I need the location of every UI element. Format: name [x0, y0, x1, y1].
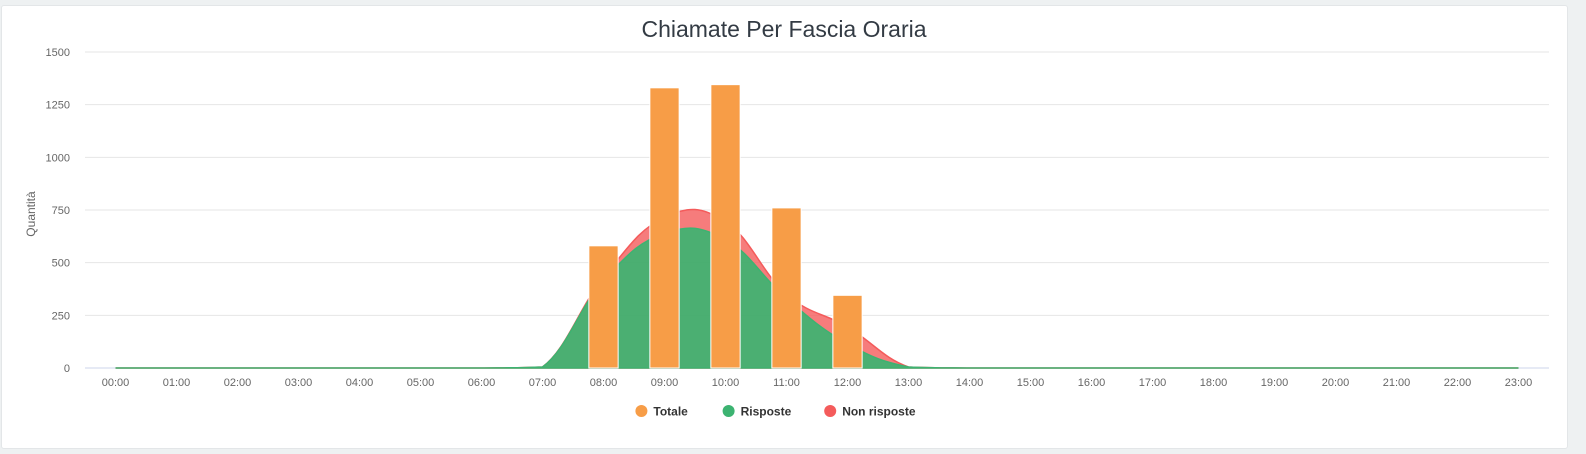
x-tick-label: 01:00	[163, 377, 191, 389]
y-tick-label: 0	[64, 363, 70, 375]
y-tick-label: 250	[52, 310, 70, 322]
y-tick-label: 750	[52, 205, 70, 217]
chart-svg: Chiamate Per Fascia Oraria 0 250 500 750 100…	[24, 16, 1549, 419]
y-tick-label: 1000	[46, 152, 70, 164]
bar-totale[interactable]	[710, 84, 741, 369]
bar-totale[interactable]	[771, 207, 802, 369]
y-axis-title: Quantità	[24, 191, 38, 237]
legend-label: Totale	[653, 405, 688, 419]
legend-item-risposte[interactable]: Risposte	[722, 405, 792, 419]
x-tick-label: 16:00	[1078, 377, 1106, 389]
x-tick-label: 02:00	[224, 377, 252, 389]
x-tick-label: 19:00	[1261, 377, 1289, 389]
legend-label: Non risposte	[842, 405, 916, 419]
bar-totale[interactable]	[649, 87, 680, 369]
chart-title: Chiamate Per Fascia Oraria	[641, 16, 926, 42]
x-tick-label: 00:00	[102, 377, 130, 389]
legend-marker	[635, 405, 648, 417]
bar-totale[interactable]	[588, 245, 619, 369]
x-tick-label: 08:00	[590, 377, 618, 389]
x-tick-label: 07:00	[529, 377, 557, 389]
x-tick-label: 23:00	[1505, 377, 1533, 389]
x-tick-label: 20:00	[1322, 377, 1350, 389]
x-tick-label: 13:00	[895, 377, 923, 389]
y-tick-label: 1250	[46, 100, 70, 112]
legend-item-totale[interactable]: Totale	[635, 405, 688, 419]
legend-label: Risposte	[741, 405, 792, 419]
x-tick-label: 18:00	[1200, 377, 1228, 389]
grid-lines	[85, 51, 1549, 369]
legend-marker	[824, 405, 837, 417]
x-tick-label: 06:00	[468, 377, 496, 389]
legend: Totale Risposte Non risposte	[635, 405, 916, 419]
x-tick-label: 10:00	[712, 377, 740, 389]
x-tick-label: 14:00	[956, 377, 984, 389]
legend-marker	[722, 405, 735, 417]
x-tick-label: 12:00	[834, 377, 862, 389]
area-series	[115, 208, 1519, 369]
x-tick-label: 03:00	[285, 377, 313, 389]
x-tick-label: 09:00	[651, 377, 679, 389]
x-tick-label: 04:00	[346, 377, 374, 389]
legend-item-non-risposte[interactable]: Non risposte	[824, 405, 916, 419]
x-tick-label: 05:00	[407, 377, 435, 389]
x-tick-label: 17:00	[1139, 377, 1167, 389]
y-tick-label: 500	[52, 258, 70, 270]
bar-totale[interactable]	[832, 294, 863, 369]
x-tick-label: 21:00	[1383, 377, 1411, 389]
y-axis-ticks: 0 250 500 750 1000 1250 1500	[46, 47, 70, 375]
x-tick-label: 22:00	[1444, 377, 1472, 389]
x-tick-label: 15:00	[1017, 377, 1045, 389]
area-risposte[interactable]	[115, 227, 1519, 369]
bar-series	[588, 84, 863, 369]
chart-card: Chiamate Per Fascia Oraria 0 250 500 750 100…	[1, 5, 1568, 449]
x-axis-ticks: 00:00 01:00 02:00 03:00 04:00 05:00 06:00 07:00…	[102, 377, 1533, 389]
x-tick-label: 11:00	[773, 377, 800, 389]
y-tick-label: 1500	[46, 47, 70, 59]
